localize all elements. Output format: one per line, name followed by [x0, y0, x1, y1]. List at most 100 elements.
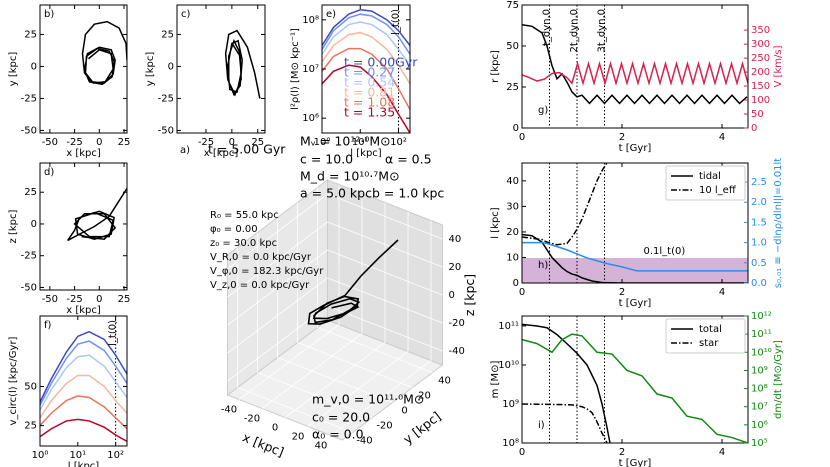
y-axis-label: l [kpc]: [490, 207, 501, 238]
y-tick-label: 10¹⁰: [498, 360, 519, 371]
plot-area: [81, 20, 127, 86]
y-tick-label: -20: [376, 421, 392, 432]
y-tick-label: 0: [31, 219, 37, 230]
y2-tick-label: 10¹¹: [751, 329, 772, 340]
y-tick-label: 50: [24, 381, 37, 392]
y-tick-label: 10¹¹: [498, 321, 519, 332]
frame: [521, 315, 749, 444]
orbit-3d: [307, 239, 399, 325]
panel-label: b): [44, 9, 54, 20]
y-tick-label: 0: [31, 61, 37, 72]
y2-tick-label: 10⁹: [751, 365, 768, 376]
y2-tick-label: 0.0: [751, 278, 767, 289]
y-tick-label: 0: [513, 123, 519, 134]
y2-axis-label: dm/dt [M⊙/Gyr]: [773, 340, 784, 419]
y2-tick-label: 300: [751, 39, 770, 50]
x-axis-label: x [kpc]: [66, 148, 101, 159]
vline-label: 2t_dyn,0: [569, 9, 580, 52]
y-tick-label: 0: [401, 406, 407, 417]
x-tick-label: -50: [42, 137, 58, 148]
y2-tick-label: 0: [751, 123, 757, 134]
grid-line: [317, 327, 433, 373]
series-line: [522, 60, 748, 87]
x-tick-label: 25: [251, 137, 264, 148]
series-line: [224, 29, 261, 99]
panel-3d: -40 -20 0 20 40 -40 -20 0 20 40 -40 -20 0 20 40 x [kpc]…: [180, 134, 477, 460]
series-line: [322, 21, 410, 66]
annotation: c = 10.0: [300, 152, 353, 167]
y-tick-label: -25: [21, 93, 37, 104]
annotation: α₀ = 0.0: [312, 427, 364, 442]
x-tick-label: 2: [619, 287, 625, 298]
band-label: 0.1l_t(0): [643, 246, 685, 257]
series-line: [522, 241, 748, 272]
x-axis-label: x [kpc]: [241, 430, 287, 460]
plot-area: [322, 5, 410, 133]
legend-box: [665, 165, 746, 201]
annotation: Mᵥ = 10¹²·⁰M⊙: [300, 134, 391, 149]
y-tick-label: 25: [24, 29, 37, 40]
annotation: a = 5.0 kpc: [300, 186, 372, 201]
x-tick-label: -25: [198, 137, 214, 148]
series-line: [40, 340, 127, 406]
frame: [521, 162, 749, 284]
y2-tick-label: 200: [751, 67, 770, 78]
y-tick-label: 20: [506, 227, 519, 238]
z-tick-label: -40: [449, 346, 465, 357]
grid-line: [227, 221, 328, 298]
x-axis-label: x [kpc]: [66, 305, 101, 316]
plot-area: [522, 5, 748, 128]
plot-area: [224, 29, 261, 99]
x-tick-label: -25: [66, 137, 82, 148]
frame: [521, 4, 749, 129]
x-tick-label: 0: [519, 447, 525, 458]
x-tick-label: 2: [619, 447, 625, 458]
y-tick-label: 10⁸: [502, 438, 519, 449]
y-tick-label: 10⁶: [302, 113, 319, 124]
grid-line: [237, 387, 353, 433]
grid-line: [227, 277, 328, 354]
y2-tick-label: 50: [751, 109, 764, 120]
series-line: [322, 31, 410, 85]
panel-label: c): [181, 9, 190, 20]
series-line: [522, 403, 608, 443]
annotation: z₀ = 30.0 kpc: [210, 238, 277, 249]
y-tick-label: -50: [21, 125, 37, 136]
y-axis-label: l²ρ(l) [M⊙ kpc⁻¹]: [290, 28, 301, 110]
panel-label: f): [44, 320, 52, 331]
grid-line: [227, 193, 328, 270]
series-line: [81, 20, 127, 86]
plot-area: [67, 187, 127, 242]
x-axis-label: x [kpc]: [204, 148, 239, 159]
legend-box: [665, 318, 746, 354]
y2-tick-label: 10⁶: [751, 420, 768, 431]
x-tick-label: -50: [42, 294, 58, 305]
annotation: V_R,0 = 0.0 kpc/Gyr: [210, 252, 312, 263]
x-tick-label: -25: [66, 294, 82, 305]
frame: [176, 4, 266, 134]
vline-label: l_t(0): [108, 320, 119, 346]
panel: -50 -25 0 25 -50 -25 0 25 x [kpc] z [kpc] d): [8, 162, 130, 316]
annotation: m_v,0 = 10¹¹·⁰M⊙: [312, 392, 424, 407]
y-tick-label: 25: [161, 29, 174, 40]
series-line: [322, 64, 410, 133]
panel: t_dyn,0 2t_dyn,0 3t_dyn,0 0 2 4 0 25 50 75 0 50 100 1…: [490, 0, 784, 154]
y2-tick-label: 0.5: [751, 258, 767, 269]
panel: -25 0 25 -50 -25 0 25 x [kpc] y [kpc] c): [145, 4, 266, 159]
frame: [39, 315, 128, 447]
grid-line: [277, 357, 393, 403]
x-tick-label: 0: [519, 132, 525, 143]
y-axis-label: y [kpc]: [8, 52, 19, 87]
plot-area: [40, 316, 127, 446]
z-tick-label: 40: [449, 234, 462, 245]
x-tick-label: 4: [719, 287, 725, 298]
z-tick-label: -20: [449, 318, 465, 329]
x-tick-label: 25: [118, 137, 131, 148]
panel-label: g): [538, 105, 548, 116]
x-tick-label: 10⁰: [32, 450, 49, 461]
x-axis-label: t [Gyr]: [619, 143, 652, 154]
y-tick-label: 40: [438, 376, 451, 387]
grid-line: [297, 342, 413, 388]
legend-label: t = 0.00Gyr: [344, 55, 418, 70]
grid-line: [257, 372, 373, 418]
